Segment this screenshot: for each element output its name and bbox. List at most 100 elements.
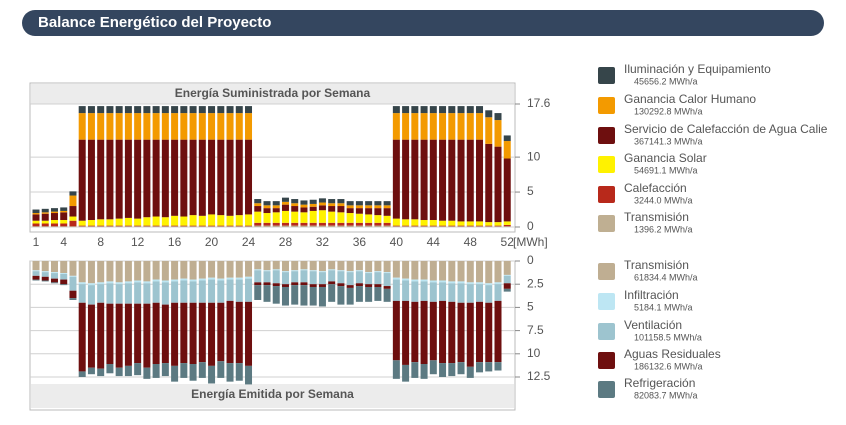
bar-segment	[272, 205, 280, 209]
bar-segment	[134, 113, 142, 140]
bar-segment	[106, 261, 114, 282]
bar-segment	[208, 214, 216, 226]
bar-segment	[254, 269, 262, 271]
bar-segment	[300, 200, 308, 205]
bar-segment	[337, 222, 345, 226]
legend-label: Aguas Residuales	[624, 347, 721, 361]
bar-segment	[180, 261, 188, 279]
bar-segment	[41, 213, 49, 221]
bar-segment	[420, 226, 428, 227]
bar-segment	[143, 225, 151, 227]
bar-segment	[309, 203, 317, 207]
bar-segment	[383, 288, 391, 302]
bar-segment	[318, 198, 326, 203]
bar-segment	[485, 110, 493, 118]
bar-segment	[300, 261, 308, 270]
bar-segment	[281, 271, 289, 273]
bar-segment	[106, 281, 114, 284]
bar-segment	[235, 225, 243, 227]
bar-segment	[263, 205, 271, 209]
bar-segment	[429, 220, 437, 226]
bar-segment	[60, 279, 68, 285]
bar-segment	[226, 279, 234, 301]
bar-segment	[402, 226, 410, 227]
bar-segment	[143, 261, 151, 282]
legend-label: Transmisión	[624, 258, 689, 272]
bar-segment	[245, 301, 253, 366]
bar-segment	[439, 280, 447, 283]
bar-segment	[374, 284, 382, 287]
bar-segment	[281, 204, 289, 211]
bar-segment	[50, 213, 58, 221]
bar-segment	[245, 139, 253, 215]
y-tick-label: 5	[527, 184, 534, 198]
legend-swatch	[598, 323, 615, 340]
bar-segment	[476, 284, 484, 302]
bar-segment	[124, 283, 132, 304]
bar-segment	[198, 302, 206, 363]
bar-segment	[50, 220, 58, 224]
bar-segment	[60, 226, 68, 227]
bar-segment	[171, 225, 179, 227]
bar-segment	[318, 261, 326, 272]
legend-label: Ganancia Calor Humano	[624, 92, 756, 106]
bar-segment	[503, 275, 511, 284]
bar-segment	[420, 261, 428, 280]
bar-segment	[171, 113, 179, 140]
legend-swatch	[598, 263, 615, 280]
bar-segment	[457, 283, 465, 303]
bar-segment	[328, 199, 336, 204]
bar-segment	[235, 139, 243, 216]
bar-segment	[106, 225, 114, 227]
bar-segment	[152, 261, 160, 280]
bar-segment	[411, 139, 419, 220]
bar-segment	[41, 212, 49, 214]
bar-segment	[106, 219, 114, 226]
bar-segment	[374, 271, 382, 273]
bar-segment	[60, 273, 68, 280]
bar-segment	[226, 106, 234, 114]
bar-segment	[180, 363, 188, 378]
bar-segment	[32, 271, 40, 276]
bar-segment	[245, 365, 253, 385]
bar-segment	[254, 261, 262, 270]
bar-segment	[429, 360, 437, 375]
bar-segment	[41, 261, 49, 272]
legend-total: 45656.2 MWh/a	[634, 76, 698, 86]
bar-segment	[503, 261, 511, 275]
bar-segment	[217, 113, 225, 140]
bar-segment	[466, 302, 474, 367]
bar-segment	[198, 261, 206, 279]
bar-segment	[466, 282, 474, 285]
bar-segment	[429, 139, 437, 221]
bar-segment	[300, 212, 308, 223]
bar-segment	[365, 286, 373, 302]
bar-segment	[226, 226, 234, 227]
bar-segment	[476, 301, 484, 363]
bar-segment	[300, 270, 308, 283]
bar-segment	[50, 211, 58, 214]
bar-segment	[318, 271, 326, 273]
bar-segment	[402, 106, 410, 114]
bar-segment	[494, 284, 502, 301]
bar-segment	[402, 278, 410, 281]
bar-segment	[41, 208, 49, 213]
bar-segment	[189, 113, 197, 140]
bar-segment	[245, 113, 253, 140]
bar-segment	[69, 275, 77, 277]
bar-segment	[235, 261, 243, 278]
bar-segment	[208, 279, 216, 303]
bar-segment	[402, 225, 410, 227]
bar-segment	[346, 205, 354, 209]
bar-segment	[180, 106, 188, 114]
bar-segment	[448, 363, 456, 377]
header-title: Balance Energético del Proyecto	[38, 14, 271, 31]
y-tick-label: 7.5	[527, 323, 544, 337]
bar-segment	[189, 261, 197, 280]
bar-segment	[448, 281, 456, 284]
bar-segment	[291, 199, 299, 204]
bar-segment	[115, 106, 123, 114]
bar-segment	[143, 139, 151, 218]
bar-segment	[235, 301, 243, 364]
